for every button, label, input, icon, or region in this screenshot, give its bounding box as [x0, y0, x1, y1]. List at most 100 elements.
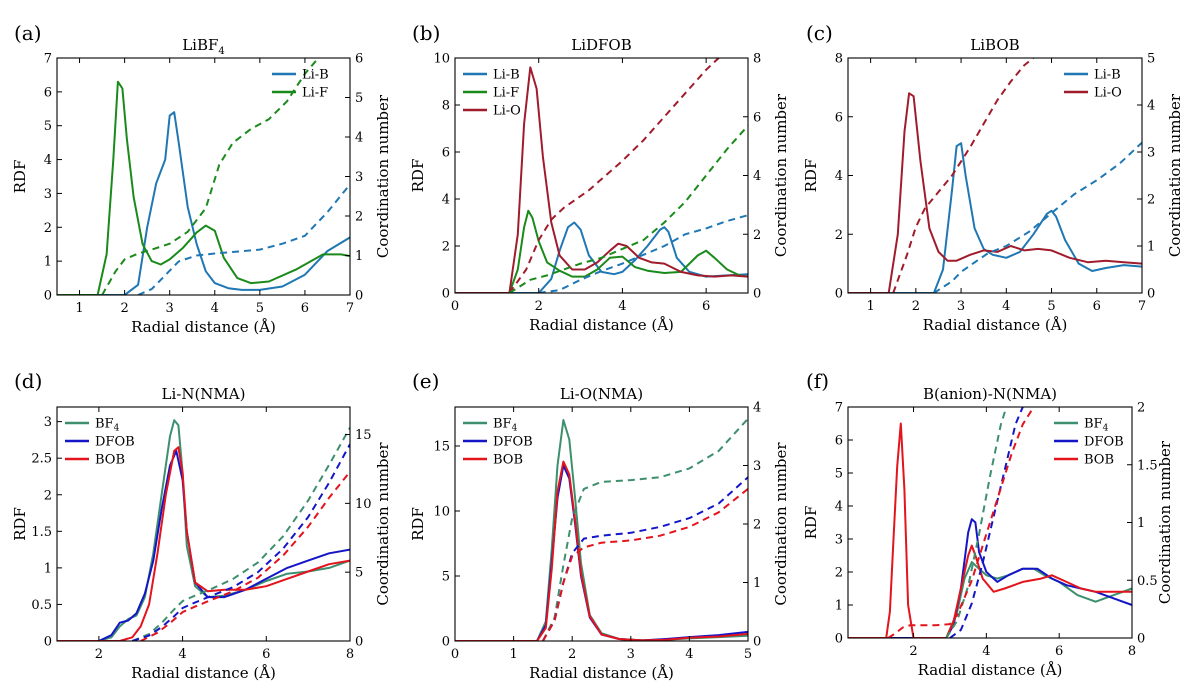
y2-tick-label: 0	[355, 635, 363, 650]
y-tick-label: 1	[44, 561, 52, 576]
y-tick-label: 0	[835, 632, 843, 647]
x-tick-label: 5	[1047, 299, 1055, 314]
legend-label: Li-O	[1094, 86, 1122, 101]
x-tick-label: 0	[451, 647, 459, 662]
panel-letter: (f)	[806, 369, 829, 393]
y-tick-label: 3	[835, 533, 843, 548]
rdf-line-li-b	[848, 142, 1142, 293]
y2-tick-label: 1	[355, 249, 363, 264]
y2-tick-label: 4	[753, 169, 761, 184]
legend-label: DFOB	[95, 435, 135, 450]
x-tick-label: 8	[1128, 644, 1136, 659]
y-tick-label: 15	[433, 440, 450, 455]
x-tick-label: 0	[451, 299, 459, 314]
x-tick-label: 6	[702, 299, 710, 314]
series-group	[848, 58, 1142, 293]
x-axis-label: Radial distance (Å)	[131, 664, 276, 682]
rdf-line-bob	[848, 422, 1132, 638]
y-tick-label: 4	[442, 193, 450, 208]
coordination-number-line-blue	[538, 214, 748, 293]
rdf-line-li-o	[848, 92, 1142, 293]
x-tick-label: 1	[866, 299, 874, 314]
x-tick-label: 4	[178, 647, 186, 662]
legend-label: BF4	[1084, 417, 1109, 434]
y2-tick-label: 4	[1147, 99, 1155, 114]
legend-label: Li-O	[493, 104, 521, 119]
y2-tick-label: 5	[1147, 52, 1155, 67]
rdf-line-li-b	[57, 111, 350, 295]
legend-label: Li-F	[302, 86, 328, 101]
y-tick-label: 5	[835, 467, 843, 482]
legend-label: Li-F	[493, 86, 519, 101]
y-tick-label: 0	[44, 635, 52, 650]
legend-label: BOB	[1084, 453, 1114, 468]
legend-label: Li-B	[302, 68, 329, 83]
y2-tick-label: 3	[1147, 146, 1155, 161]
y-tick-label: 1.5	[31, 525, 52, 540]
y-axis-label: RDF	[409, 507, 427, 541]
y2-tick-label: 8	[753, 52, 761, 67]
y2-axis-label: Coordination number	[1166, 93, 1181, 257]
panel-title: LiBOB	[970, 36, 1019, 54]
y2-tick-label: 4	[355, 131, 363, 146]
y2-tick-label: 0.5	[1137, 574, 1158, 589]
y-axis-label: RDF	[11, 160, 29, 194]
y-tick-label: 3	[44, 187, 52, 202]
y-tick-label: 0	[835, 287, 843, 302]
panel-b: 0 2 4 6 0 2 4 6 8 10 0 2 4 6 8 Radial distance (Å) RDF Co…	[409, 21, 790, 334]
y2-tick-label: 2	[1147, 193, 1155, 208]
x-tick-label: 8	[346, 647, 354, 662]
panel-letter: (a)	[14, 21, 42, 45]
y-tick-label: 1	[835, 599, 843, 614]
legend-label: Li-B	[493, 68, 520, 83]
legend-label: Li-B	[1094, 68, 1121, 83]
x-tick-label: 4	[211, 301, 219, 316]
y2-tick-label: 4	[753, 401, 761, 416]
y-tick-label: 6	[835, 110, 843, 125]
panel-letter: (b)	[412, 21, 440, 45]
y2-axis-label: Coordination number	[1156, 440, 1174, 604]
y-tick-label: 0	[44, 289, 52, 304]
panel-title: LiBF4	[182, 36, 225, 57]
y2-tick-label: 1	[1147, 240, 1155, 255]
y2-axis-label: Coordination number	[374, 442, 392, 606]
y2-tick-label: 10	[355, 497, 372, 512]
y2-tick-label: 2	[355, 210, 363, 225]
y2-tick-label: 2	[1137, 401, 1145, 416]
y-axis-label: RDF	[802, 159, 820, 193]
x-tick-label: 6	[1055, 644, 1063, 659]
coordination-number-line-green	[508, 124, 748, 293]
x-tick-label: 1	[509, 647, 517, 662]
series-group	[57, 58, 350, 295]
x-tick-label: 2	[120, 301, 128, 316]
panel-letter: (c)	[806, 21, 833, 45]
coordination-number-line-red	[542, 488, 748, 641]
y-tick-label: 8	[442, 99, 450, 114]
x-axis-label: Radial distance (Å)	[923, 316, 1068, 334]
legend-label: DFOB	[493, 435, 533, 450]
y-tick-label: 2	[44, 488, 52, 503]
series-group	[455, 58, 748, 293]
coordination-number-line-teal	[131, 427, 350, 641]
coordination-number-line-navy	[949, 407, 1024, 638]
x-axis-label: Radial distance (Å)	[529, 664, 674, 682]
x-tick-label: 5	[256, 301, 264, 316]
y-tick-label: 10	[433, 52, 450, 67]
legend-label: BF4	[493, 417, 518, 434]
coordination-number-line-red	[887, 407, 1035, 638]
legend-label: DFOB	[1084, 435, 1124, 450]
coordination-number-line-green	[101, 58, 320, 295]
y-tick-label: 2	[835, 566, 843, 581]
y-tick-label: 6	[835, 434, 843, 449]
panel-letter: (e)	[412, 369, 439, 393]
y2-tick-label: 0	[1147, 287, 1155, 302]
rdf-line-li-f	[57, 80, 350, 295]
rdf-line-bob	[455, 460, 748, 641]
x-axis-label: Radial distance (Å)	[918, 661, 1063, 679]
panel-title: LiDFOB	[571, 36, 632, 54]
